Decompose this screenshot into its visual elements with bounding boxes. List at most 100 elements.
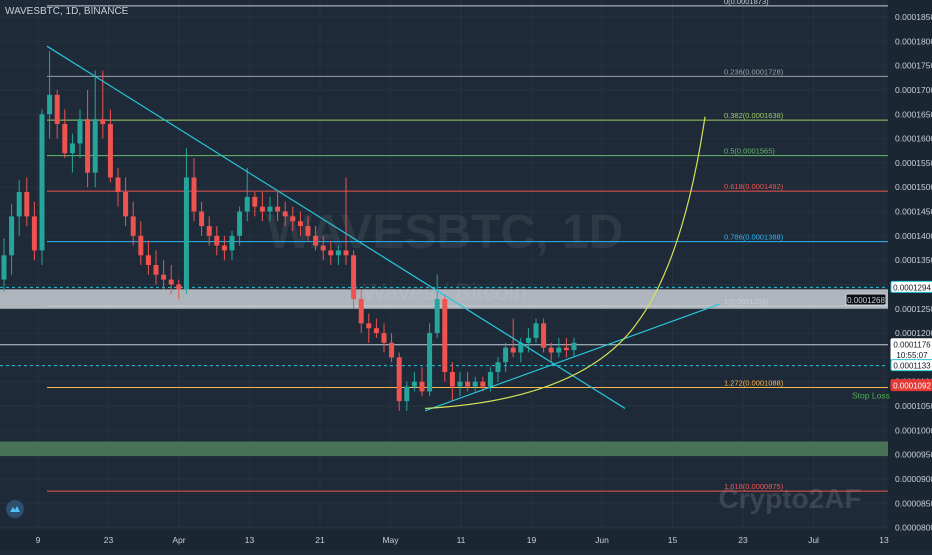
candle-body <box>351 255 357 300</box>
candle-body <box>411 381 417 387</box>
candle-body <box>472 381 478 387</box>
y-tick-label: 0.0001200 <box>895 328 932 338</box>
candle-body <box>404 386 410 402</box>
candle-body <box>176 284 182 290</box>
price-label: 0.0001294 <box>890 280 932 293</box>
y-tick-label: 0.0001600 <box>895 134 932 144</box>
candle-body <box>107 123 113 178</box>
candle-body <box>442 299 448 372</box>
candle-body <box>229 235 235 251</box>
candle-body <box>290 216 296 222</box>
price-axis-pane <box>888 0 932 550</box>
x-tick-label: 21 <box>315 535 325 545</box>
fib-level-label: 0(0.0001873) <box>724 0 769 6</box>
candle-body <box>358 299 364 324</box>
y-tick-label: 0.0001450 <box>895 207 932 217</box>
candle-body <box>145 255 151 265</box>
candle-body <box>24 192 30 217</box>
candle-body <box>244 196 250 212</box>
uptrend-line <box>424 303 721 412</box>
candle-body <box>305 226 311 236</box>
candle-body <box>563 347 569 351</box>
symbol-watermark: WAVESBTC, 1D <box>267 206 623 259</box>
x-tick-label: 23 <box>738 535 748 545</box>
candle-body <box>16 192 22 217</box>
y-tick-label: 0.0001050 <box>895 401 932 411</box>
y-tick-label: 0.0001400 <box>895 231 932 241</box>
downtrend-line <box>46 45 626 409</box>
support-zone <box>0 441 888 457</box>
y-tick-label: 0.0001700 <box>895 85 932 95</box>
candle-body <box>480 381 486 387</box>
candle-body <box>541 323 547 348</box>
candle-body <box>571 342 577 351</box>
stop-loss-label: Stop Loss <box>852 391 890 401</box>
candle-body <box>396 357 402 402</box>
candle-body <box>533 323 539 338</box>
candle-body <box>313 235 319 246</box>
price-label-box <box>890 359 932 372</box>
candle-body <box>457 381 463 387</box>
x-tick-label: 15 <box>668 535 678 545</box>
candle-body <box>168 279 174 285</box>
candle-body <box>153 265 159 275</box>
price-label-text: 0.0001092 <box>893 382 931 391</box>
x-tick-label: 11 <box>457 535 466 545</box>
price-label: 10:55:07 <box>890 348 932 361</box>
candle-body <box>9 216 15 256</box>
candle-body <box>487 371 493 387</box>
candle-body <box>237 211 243 236</box>
x-tick-label: Jul <box>808 535 819 545</box>
candle-body <box>206 226 212 236</box>
candle-body <box>503 347 509 363</box>
fib-level-label: 1.272(0.0001088) <box>724 379 784 388</box>
x-tick-label: 23 <box>104 535 114 545</box>
candle-body <box>381 333 387 343</box>
candle-body <box>69 143 75 154</box>
candle-body <box>548 347 554 353</box>
tradingview-logo-icon[interactable] <box>6 500 24 518</box>
candle-body <box>161 274 167 280</box>
price-label: [0.0001268] <box>845 293 887 306</box>
candle-body <box>77 119 83 144</box>
time-axis-pane <box>0 530 888 550</box>
candle-body <box>297 221 303 227</box>
price-label-text: [0.0001268] <box>845 296 887 305</box>
candle-body <box>123 192 129 217</box>
parabolic-curve <box>424 116 706 410</box>
x-tick-label: 9 <box>36 535 41 545</box>
candle-body <box>221 245 227 251</box>
candle-body <box>138 235 144 256</box>
candle-body <box>518 342 524 353</box>
candle-body <box>275 206 281 212</box>
candle-body <box>183 177 189 290</box>
candle-body <box>495 362 501 372</box>
candle-body <box>525 337 531 343</box>
y-tick-label: 0.0001250 <box>895 304 932 314</box>
candle-body <box>31 216 37 251</box>
price-label-box <box>845 293 887 306</box>
candle-body <box>328 250 334 256</box>
price-label: 0.0001092 <box>890 379 932 392</box>
candle-body <box>389 342 395 358</box>
candle-body <box>556 347 562 353</box>
price-label-text: 0.0001176 <box>893 341 931 350</box>
fib-level-label: 0.786(0.0001388) <box>724 233 784 242</box>
candle-body <box>434 299 440 334</box>
fib-level-label: 0.618(0.0001492) <box>724 182 784 191</box>
price-label-text: 10:55:07 <box>896 351 928 360</box>
candle-body <box>320 245 326 251</box>
candle-body <box>427 333 433 392</box>
candle-body <box>115 177 121 193</box>
candle-body <box>85 119 91 173</box>
candle-body <box>366 323 372 329</box>
price-label-box <box>890 280 932 293</box>
candle-body <box>1 255 7 280</box>
brand-watermark: Crypto2AF <box>718 483 861 514</box>
price-label-text: 0.0001294 <box>893 283 931 292</box>
y-tick-label: 0.0000850 <box>895 498 932 508</box>
y-tick-label: 0.0001500 <box>895 182 932 192</box>
